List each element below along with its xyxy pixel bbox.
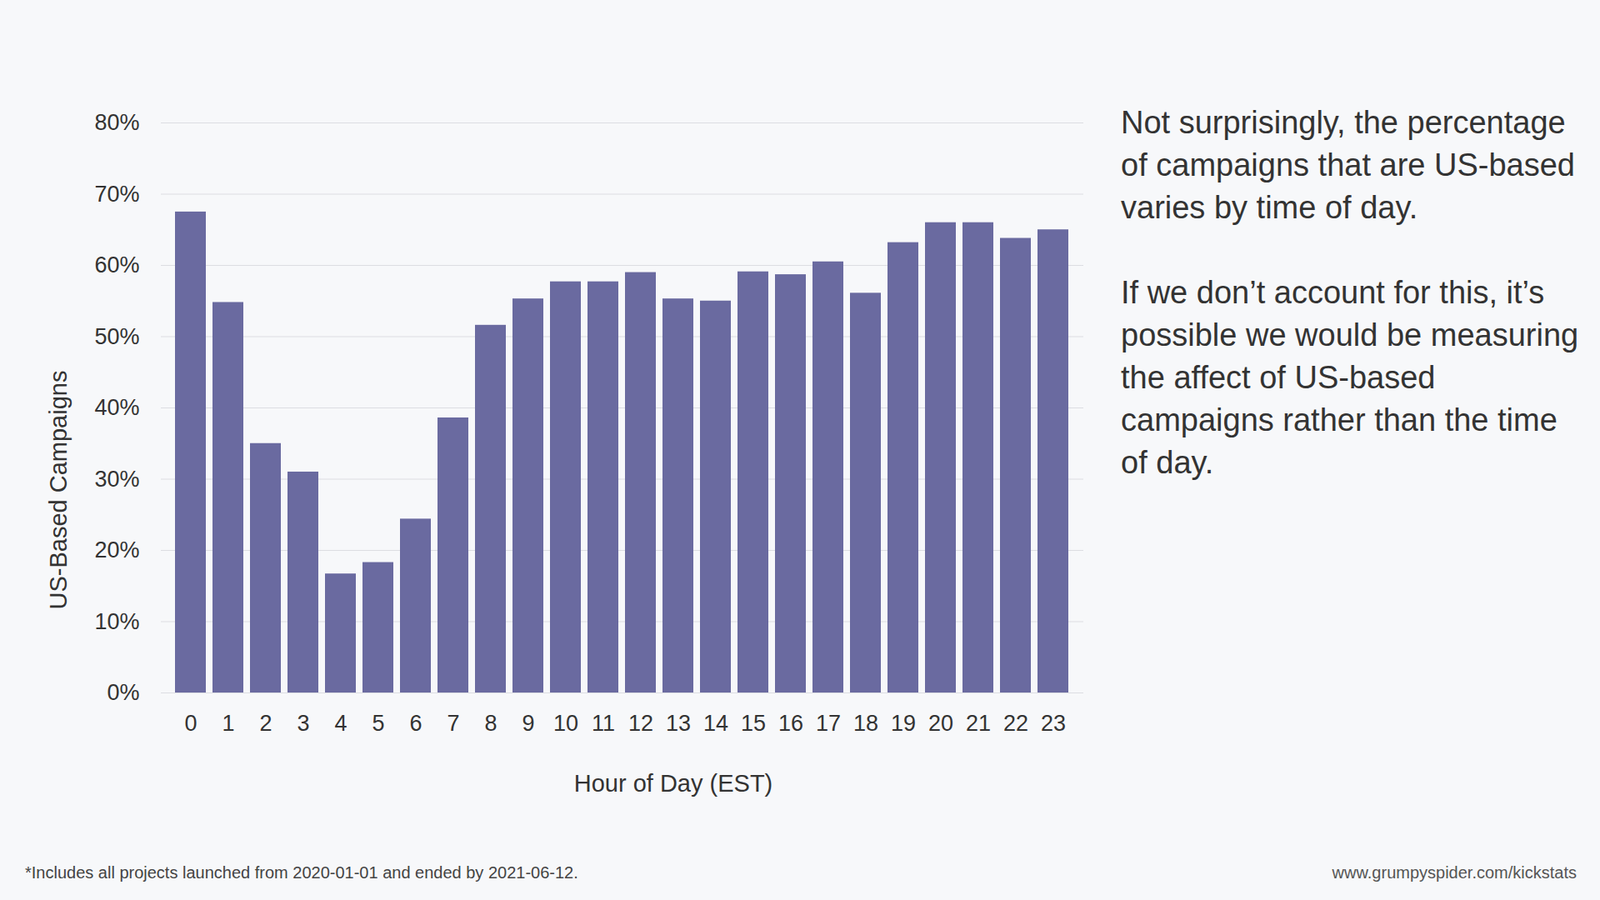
svg-text:17: 17	[815, 710, 841, 736]
svg-text:12: 12	[628, 710, 654, 736]
svg-text:18: 18	[853, 710, 879, 736]
svg-text:0%: 0%	[106, 680, 140, 705]
svg-text:13: 13	[665, 710, 691, 736]
html-text:Not surprisingly, the percenta: Not surprisingly, the percentage of camp…	[1120, 105, 1575, 225]
svg-text:70%: 70%	[94, 181, 140, 207]
svg-text:15: 15	[740, 710, 766, 736]
svg-text:40%: 40%	[94, 395, 140, 420]
svg-text:10: 10	[553, 710, 579, 736]
html-text:www.grumpyspider.com/kickstats: www.grumpyspider.com/kickstats	[1332, 863, 1577, 882]
svg-text:5: 5	[371, 710, 385, 736]
svg-text:0: 0	[184, 710, 197, 736]
svg-text:22: 22	[1003, 710, 1029, 736]
html-text:If we don’t account for this,: If we don’t account for this, it’s possi…	[1120, 275, 1579, 480]
svg-text:7: 7	[446, 710, 460, 736]
svg-text:10%: 10%	[94, 609, 140, 635]
html-text:US-Based Campaigns: US-Based Campaigns	[44, 370, 72, 610]
svg-text:4: 4	[334, 710, 347, 736]
svg-text:30%: 30%	[94, 466, 140, 492]
svg-text:19: 19	[890, 710, 916, 736]
svg-text:3: 3	[296, 710, 310, 736]
svg-text:11: 11	[591, 710, 615, 736]
svg-text:80%: 80%	[94, 110, 140, 135]
svg-text:60%: 60%	[94, 252, 140, 278]
html-text:Hour of Day (EST): Hour of Day (EST)	[574, 769, 773, 797]
svg-text:21: 21	[965, 710, 991, 736]
svg-text:2: 2	[259, 710, 272, 736]
html-text:*Includes all projects launche: *Includes all projects launched from 202…	[25, 863, 579, 882]
svg-text:8: 8	[484, 710, 497, 736]
svg-text:14: 14	[703, 710, 729, 736]
svg-text:16: 16	[778, 710, 804, 736]
svg-text:20%: 20%	[94, 537, 140, 563]
svg-text:9: 9	[521, 710, 535, 736]
svg-text:1: 1	[221, 710, 235, 736]
svg-text:6: 6	[409, 710, 422, 736]
svg-text:23: 23	[1040, 710, 1066, 736]
svg-text:50%: 50%	[94, 324, 140, 350]
svg-text:20: 20	[928, 710, 954, 736]
